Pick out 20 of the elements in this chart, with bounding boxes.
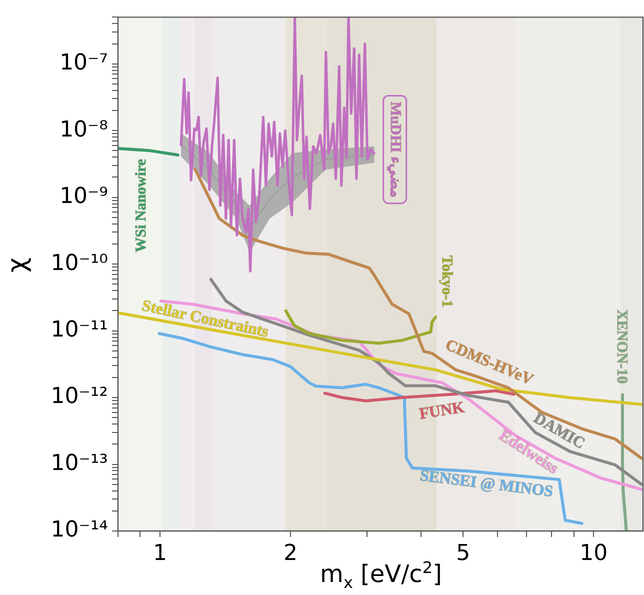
y-axis-title: χ <box>2 257 33 273</box>
x-tick-label: 5 <box>456 540 470 566</box>
text: WSi Nanowire <box>133 158 150 252</box>
x-tick-label: 2 <box>284 540 298 566</box>
y-tick-label: 10⁻¹¹ <box>50 318 108 343</box>
x-tick-label: 10 <box>580 540 608 566</box>
y-tick-label: 10⁻¹³ <box>50 450 108 476</box>
x-axis-title: m$_{x}$ [eV/c$^{2}$] <box>320 558 442 592</box>
y-tick-label: 10⁻¹⁰ <box>50 250 108 276</box>
text: Tokyo-1 <box>438 255 454 308</box>
y-tick-label: 10⁻⁹ <box>60 184 108 210</box>
text: XENON-10 <box>614 309 630 384</box>
y-tick-label: 10⁻¹⁴ <box>50 518 108 543</box>
text: Stellar Constraints <box>140 297 270 341</box>
y-tick-label: 10⁻¹² <box>50 384 108 410</box>
text: MuDHI مضيء <box>386 102 403 198</box>
x-tick-label: 1 <box>153 540 168 566</box>
y-tick-label: 10⁻⁷ <box>60 50 108 76</box>
y-tick-label: 10⁻⁸ <box>60 117 108 142</box>
text: FUNK <box>418 399 466 423</box>
